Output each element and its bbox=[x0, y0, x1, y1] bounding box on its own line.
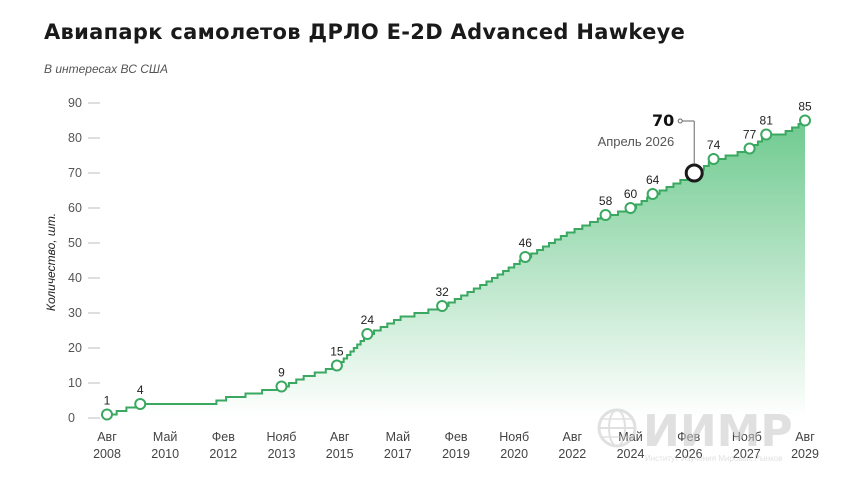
y-tick-label: 20 bbox=[68, 341, 82, 355]
x-tick-year: 2008 bbox=[93, 447, 121, 461]
x-tick-year: 2029 bbox=[791, 447, 819, 461]
x-tick-year: 2027 bbox=[733, 447, 761, 461]
x-tick-month: Авг bbox=[563, 430, 583, 444]
x-tick-year: 2012 bbox=[209, 447, 237, 461]
data-label: 81 bbox=[760, 114, 774, 128]
data-label: 64 bbox=[646, 173, 660, 187]
data-label: 58 bbox=[599, 194, 613, 208]
x-tick-year: 2015 bbox=[326, 447, 354, 461]
data-point bbox=[101, 408, 113, 421]
x-tick-year: 2022 bbox=[558, 447, 586, 461]
data-point bbox=[646, 188, 659, 200]
y-tick-label: 50 bbox=[68, 236, 82, 250]
x-tick-month: Нояб bbox=[499, 430, 529, 444]
x-tick-year: 2024 bbox=[617, 447, 645, 461]
data-label: 74 bbox=[707, 138, 721, 152]
data-label: 77 bbox=[743, 128, 757, 142]
y-tick-label: 80 bbox=[68, 131, 82, 145]
chart-title: Авиапарк самолетов ДРЛО E-2D Advanced Ha… bbox=[44, 20, 686, 44]
y-tick-label: 70 bbox=[68, 166, 82, 180]
x-tick-month: Фев bbox=[677, 430, 700, 444]
globe-icon bbox=[597, 408, 637, 448]
data-label: 85 bbox=[798, 100, 812, 114]
data-point bbox=[743, 142, 756, 155]
data-point bbox=[624, 202, 637, 214]
highlight-value: 70 bbox=[652, 111, 674, 130]
data-point bbox=[599, 209, 612, 221]
data-label: 32 bbox=[435, 285, 449, 299]
highlight-annotation: 70 Апрель 2026 bbox=[598, 111, 695, 164]
data-point bbox=[799, 114, 811, 127]
x-tick-month: Авг bbox=[795, 430, 815, 444]
y-tick-label: 0 bbox=[68, 411, 75, 425]
data-point bbox=[330, 359, 343, 372]
data-point bbox=[134, 398, 147, 410]
y-tick-label: 40 bbox=[68, 271, 82, 285]
x-tick-month: Нояб bbox=[732, 430, 762, 444]
highlight-point bbox=[684, 163, 704, 183]
data-point bbox=[707, 153, 720, 165]
area-fill bbox=[107, 120, 805, 418]
y-axis: 0 10 20 30 40 50 60 70 80 90 bbox=[68, 96, 100, 425]
data-point bbox=[760, 128, 773, 141]
data-label: 46 bbox=[519, 236, 533, 250]
x-tick-year: 2019 bbox=[442, 447, 470, 461]
data-label: 1 bbox=[104, 394, 111, 408]
x-tick-month: Май bbox=[153, 430, 178, 444]
data-point bbox=[361, 328, 374, 340]
x-tick-year: 2026 bbox=[675, 447, 703, 461]
data-point bbox=[275, 380, 288, 393]
y-axis-label: Количество, шт. bbox=[44, 213, 58, 311]
y-tick-label: 30 bbox=[68, 306, 82, 320]
highlight-caption: Апрель 2026 bbox=[598, 134, 675, 149]
y-tick-label: 60 bbox=[68, 201, 82, 215]
x-tick-year: 2017 bbox=[384, 447, 412, 461]
data-label: 9 bbox=[278, 366, 285, 380]
x-tick-year: 2020 bbox=[500, 447, 528, 461]
watermark-subtext: Институт Изучения Мировых Рынков bbox=[645, 454, 782, 463]
x-tick-month: Авг bbox=[97, 430, 117, 444]
area-layer bbox=[107, 120, 806, 418]
x-tick-month: Авг bbox=[330, 430, 350, 444]
x-tick-month: Нояб bbox=[267, 430, 297, 444]
highlight-leader-dot bbox=[677, 118, 683, 124]
data-label: 24 bbox=[361, 313, 375, 327]
x-tick-year: 2013 bbox=[268, 447, 296, 461]
data-label: 60 bbox=[624, 187, 638, 201]
chart-subtitle: В интересах ВС США bbox=[44, 62, 168, 76]
data-label: 15 bbox=[330, 345, 344, 359]
data-point bbox=[436, 300, 449, 312]
x-tick-month: Фев bbox=[444, 430, 467, 444]
watermark-text: ИИМР bbox=[643, 406, 793, 457]
x-tick-year: 2010 bbox=[151, 447, 179, 461]
data-label: 4 bbox=[137, 383, 144, 397]
x-tick-month: Май bbox=[386, 430, 411, 444]
y-tick-label: 10 bbox=[68, 376, 82, 390]
y-tick-label: 90 bbox=[68, 96, 82, 110]
data-point bbox=[519, 251, 532, 263]
watermark-logo: ИИМР Институт Изучения Мировых Рынков bbox=[597, 406, 793, 463]
x-tick-month: Фев bbox=[212, 430, 235, 444]
